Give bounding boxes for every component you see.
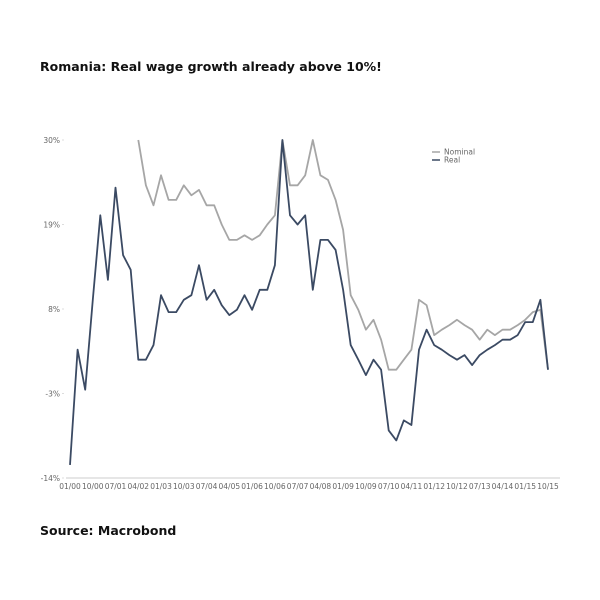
y-tick-label: -14% [41, 474, 60, 483]
x-tick-label: 04/05 [219, 482, 241, 491]
x-tick-label: 10/09 [355, 482, 377, 491]
y-tick-label: 8% [48, 305, 60, 314]
x-tick-label: 10/06 [264, 482, 286, 491]
x-tick-label: 01/06 [241, 482, 263, 491]
legend-label: Real [444, 156, 460, 165]
x-tick-label: 10/15 [537, 482, 559, 491]
x-tick-label: 07/10 [378, 482, 400, 491]
x-tick-label: 01/15 [514, 482, 536, 491]
x-tick-label: 07/13 [469, 482, 491, 491]
x-tick-label: 10/00 [82, 482, 104, 491]
chart-title: Romania: Real wage growth already above … [40, 59, 382, 74]
x-tick-label: 01/03 [150, 482, 172, 491]
x-tick-label: 01/00 [59, 482, 81, 491]
y-tick-label: 19% [43, 221, 60, 230]
series-line [69, 139, 549, 465]
x-tick-label: 10/03 [173, 482, 195, 491]
x-tick-label: 10/12 [446, 482, 468, 491]
x-tick-label: 07/07 [287, 482, 309, 491]
legend-label: Nominal [444, 148, 475, 157]
x-tick-label: 07/04 [196, 482, 218, 491]
x-tick-label: 04/14 [492, 482, 514, 491]
x-tick-label: 04/08 [310, 482, 332, 491]
source: Source: Macrobond [40, 523, 176, 538]
x-tick-label: 04/02 [127, 482, 149, 491]
x-tick-label: 04/11 [401, 482, 423, 491]
series-line [137, 139, 549, 371]
y-tick-label: 30% [43, 136, 60, 145]
y-tick-label: -3% [45, 390, 60, 399]
x-tick-label: 01/12 [423, 482, 445, 491]
x-tick-label: 07/01 [105, 482, 127, 491]
x-tick-label: 01/09 [332, 482, 354, 491]
